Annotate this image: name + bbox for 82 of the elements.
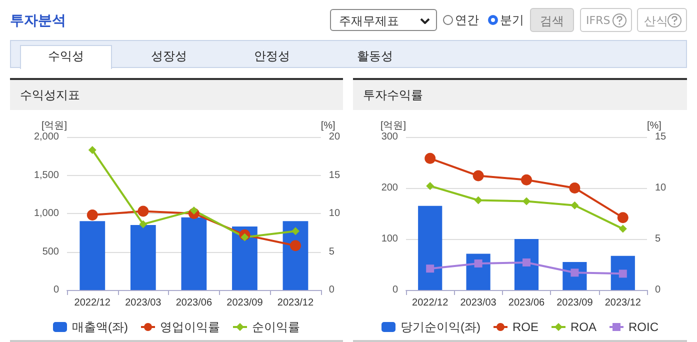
y2-tick-label: 10	[328, 208, 340, 219]
y2-tick-label: 15	[328, 170, 340, 181]
y-tick-label: 500	[42, 246, 60, 258]
point	[291, 227, 300, 236]
point	[474, 196, 482, 204]
point	[618, 224, 627, 233]
point	[569, 182, 580, 194]
text: 투자분석	[10, 12, 66, 30]
point	[139, 220, 148, 228]
y2-tick-label: 5	[655, 234, 661, 244]
chart-title: 수익성지표	[10, 80, 343, 110]
legend-label: 영업이익률	[160, 320, 220, 334]
x-tick-label: 2023/03	[125, 298, 162, 308]
legend-label: ROA	[570, 320, 597, 334]
y-tick-label: 0	[392, 284, 398, 296]
y-tick-label: 100	[381, 234, 398, 244]
text: 수익성	[20, 45, 112, 69]
bar	[282, 221, 308, 290]
text: IFRS	[580, 8, 632, 32]
text: 성장성	[150, 48, 188, 65]
y2-axis-title: [%]	[647, 120, 662, 132]
point	[474, 259, 482, 268]
point	[240, 233, 249, 242]
x-tick-label: 2022/12	[74, 298, 111, 308]
x-tick-label: 2023/12	[604, 298, 642, 308]
bar	[130, 224, 156, 290]
point	[570, 201, 579, 210]
x-tick-label: 2023/06	[508, 298, 546, 308]
text: 연간	[455, 12, 479, 29]
text: 산식	[637, 8, 687, 32]
x-tick-label: 2023/09	[226, 298, 264, 308]
y-tick-label: 1,000	[34, 208, 60, 219]
y2-axis-title: [%]	[320, 120, 336, 132]
point	[521, 174, 532, 186]
legend-label: 순이익률	[252, 320, 300, 334]
text: 활동성	[356, 48, 394, 65]
y2-tick-label: 0	[655, 284, 661, 296]
y-axis-title: [억원]	[380, 120, 406, 132]
point	[426, 264, 434, 273]
y-tick-label: 300	[381, 132, 398, 142]
legend-label: ROIC	[628, 320, 659, 334]
x-tick-label: 2022/12	[412, 298, 449, 308]
text: 안정성	[253, 48, 291, 65]
y-axis-title: [억원]	[41, 120, 68, 132]
point	[617, 212, 628, 224]
point	[522, 197, 530, 206]
legend-label: ROE	[512, 320, 539, 334]
bar	[514, 239, 539, 290]
dropdown-field: 주재무제표	[330, 9, 437, 31]
legend-label: 당기순이익(좌)	[400, 320, 480, 334]
point	[618, 270, 627, 278]
y-tick-label: 200	[381, 182, 398, 194]
y-tick-label: 1,500	[34, 170, 60, 181]
point	[88, 146, 96, 154]
bar	[181, 217, 207, 290]
point	[472, 170, 484, 182]
text: 분기	[500, 12, 524, 29]
y2-tick-label: 20	[328, 132, 340, 142]
point	[190, 206, 198, 214]
y2-tick-label: 0	[328, 284, 335, 296]
bar	[232, 226, 258, 290]
point	[522, 258, 530, 266]
point	[86, 210, 98, 221]
y2-tick-label: 10	[655, 182, 667, 194]
x-tick-label: 2023/03	[460, 298, 497, 308]
legend-label: 매출액(좌)	[72, 320, 128, 334]
x-tick-label: 2023/12	[277, 298, 314, 308]
point	[426, 182, 434, 190]
y2-tick-label: 15	[655, 132, 667, 142]
x-tick-label: 2023/09	[556, 298, 594, 308]
chart-title: 투자수익률	[353, 80, 687, 110]
y-tick-label: 0	[53, 284, 60, 296]
point	[424, 152, 436, 164]
point	[290, 240, 301, 252]
bar	[610, 256, 635, 290]
y-tick-label: 2,000	[34, 132, 60, 142]
bar	[80, 221, 106, 290]
bar	[418, 206, 442, 290]
point	[138, 206, 149, 217]
y2-tick-label: 5	[328, 246, 335, 258]
x-tick-label: 2023/06	[176, 298, 212, 308]
text: 검색	[530, 8, 574, 32]
